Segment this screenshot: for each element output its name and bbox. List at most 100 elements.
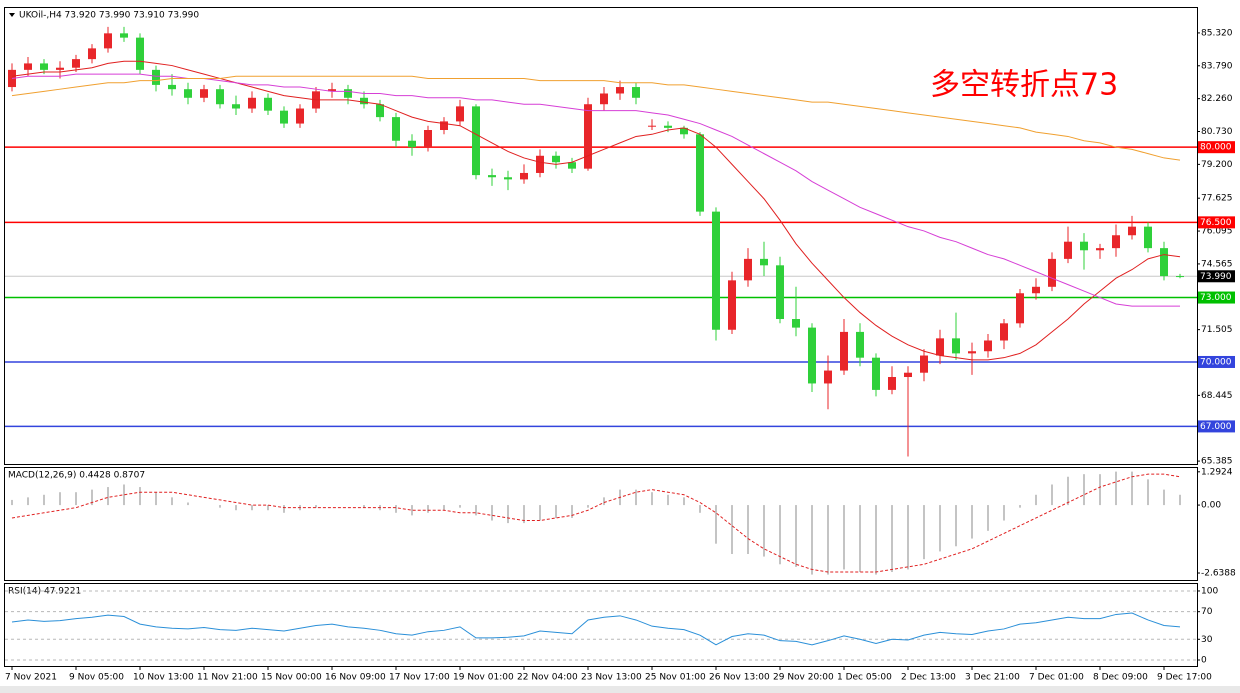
level-label-box [1198, 355, 1235, 368]
y-tick-label: 0.00 [1201, 501, 1221, 511]
candle-body [168, 84, 176, 90]
level-label-box [1198, 291, 1235, 304]
level-label: 76.500 [1200, 218, 1232, 228]
candle-body [136, 37, 144, 70]
pane-title: UKOil-,H4 73.920 73.990 73.910 73.990 [19, 11, 199, 21]
scrollbar [0, 686, 1240, 693]
candle-body [632, 87, 640, 98]
y-tick-label: 70 [1201, 607, 1213, 617]
candle-body [984, 340, 992, 352]
candle-body [840, 331, 848, 371]
candle-body [1144, 226, 1152, 249]
candle-body [472, 106, 480, 176]
candle-body [584, 104, 592, 169]
candle-body [216, 89, 224, 105]
candle-body [600, 93, 608, 105]
x-tick-label: 9 Dec 17:00 [1157, 673, 1212, 683]
candle-body [664, 125, 672, 128]
signal-line [11, 473, 1181, 573]
candle-body [344, 89, 352, 98]
y-tick-label: 82.260 [1201, 94, 1233, 104]
candle-body [776, 265, 784, 320]
x-tick-label: 15 Nov 00:00 [261, 673, 322, 683]
level-label: 67.000 [1200, 422, 1232, 432]
candle-body [456, 106, 464, 122]
x-tick-label: 2 Dec 13:00 [901, 673, 956, 683]
candle-body [296, 108, 304, 124]
candle-body [568, 162, 576, 169]
candle-body [40, 63, 48, 70]
y-tick-label: 79.200 [1201, 160, 1233, 170]
x-tick-label: 26 Nov 13:00 [709, 673, 770, 683]
x-tick-label: 9 Nov 05:00 [69, 673, 124, 683]
candle-body [1128, 226, 1136, 236]
candle-body [232, 104, 240, 109]
last-price-box [1198, 270, 1235, 283]
last-price-label: 73.990 [1200, 272, 1232, 282]
y-tick-label: 30 [1201, 635, 1213, 645]
moving-average [11, 75, 1181, 161]
candle-body [1064, 241, 1072, 259]
candle-body [440, 121, 448, 131]
candle-body [648, 125, 656, 127]
candle-body [696, 134, 704, 212]
candle-body [968, 351, 976, 354]
y-tick-label: 85.320 [1201, 28, 1233, 38]
rsi-pane [4, 583, 1198, 667]
candle-body [184, 89, 192, 98]
rsi-line [11, 612, 1181, 646]
pane-title: MACD(12,26,9) 0.4428 0.8707 [8, 471, 145, 481]
candle-body [552, 155, 560, 163]
x-tick-label: 1 Dec 05:00 [837, 673, 892, 683]
y-tick-label: 76.095 [1201, 227, 1233, 237]
candle-body [264, 97, 272, 111]
pane-title: RSI(14) 47.9221 [8, 587, 81, 597]
x-tick-label: 7 Dec 01:00 [1029, 673, 1084, 683]
candle-body [504, 177, 512, 180]
price-pane [4, 7, 1198, 465]
moving-average [11, 60, 1181, 361]
y-tick-label: 65.385 [1201, 457, 1233, 467]
candle-body [920, 355, 928, 373]
candle-body [1096, 248, 1104, 251]
x-tick-label: 19 Nov 01:00 [453, 673, 514, 683]
x-tick-label: 7 Nov 2021 [5, 673, 57, 683]
candle-body [376, 104, 384, 118]
y-tick-label: 71.505 [1201, 325, 1233, 335]
candle-body [360, 97, 368, 105]
x-tick-label: 11 Nov 21:00 [197, 673, 258, 683]
candle-body [744, 258, 752, 281]
y-tick-label: 100 [1201, 586, 1218, 596]
candle-body [200, 89, 208, 98]
candle-body [1016, 293, 1024, 324]
candle-body [152, 69, 160, 85]
y-tick-label: 1.2924 [1201, 467, 1233, 477]
candle-body [792, 319, 800, 328]
y-tick-label: 74.565 [1201, 259, 1233, 269]
y-tick-label: -2.6388 [1201, 569, 1236, 579]
menu-icon [9, 13, 15, 17]
x-tick-label: 17 Nov 17:00 [389, 673, 450, 683]
candle-body [888, 377, 896, 390]
x-tick-label: 10 Nov 13:00 [133, 673, 194, 683]
candle-body [248, 97, 256, 109]
candle-body [104, 33, 112, 49]
y-tick-label: 68.445 [1201, 391, 1233, 401]
level-label: 80.000 [1200, 143, 1232, 153]
candle-body [424, 130, 432, 148]
candle-body [1112, 235, 1120, 249]
candle-body [1048, 258, 1056, 287]
candle-body [1160, 248, 1168, 277]
candle-body [760, 258, 768, 266]
candle-body [824, 370, 832, 384]
candle-body [280, 110, 288, 124]
candle-body [72, 59, 80, 68]
candle-body [488, 175, 496, 178]
candle-body [808, 327, 816, 384]
candle-body [328, 89, 336, 92]
candle-body [408, 140, 416, 148]
candle-body [728, 280, 736, 330]
y-tick-label: 83.790 [1201, 61, 1233, 71]
candle-body [1176, 276, 1184, 278]
